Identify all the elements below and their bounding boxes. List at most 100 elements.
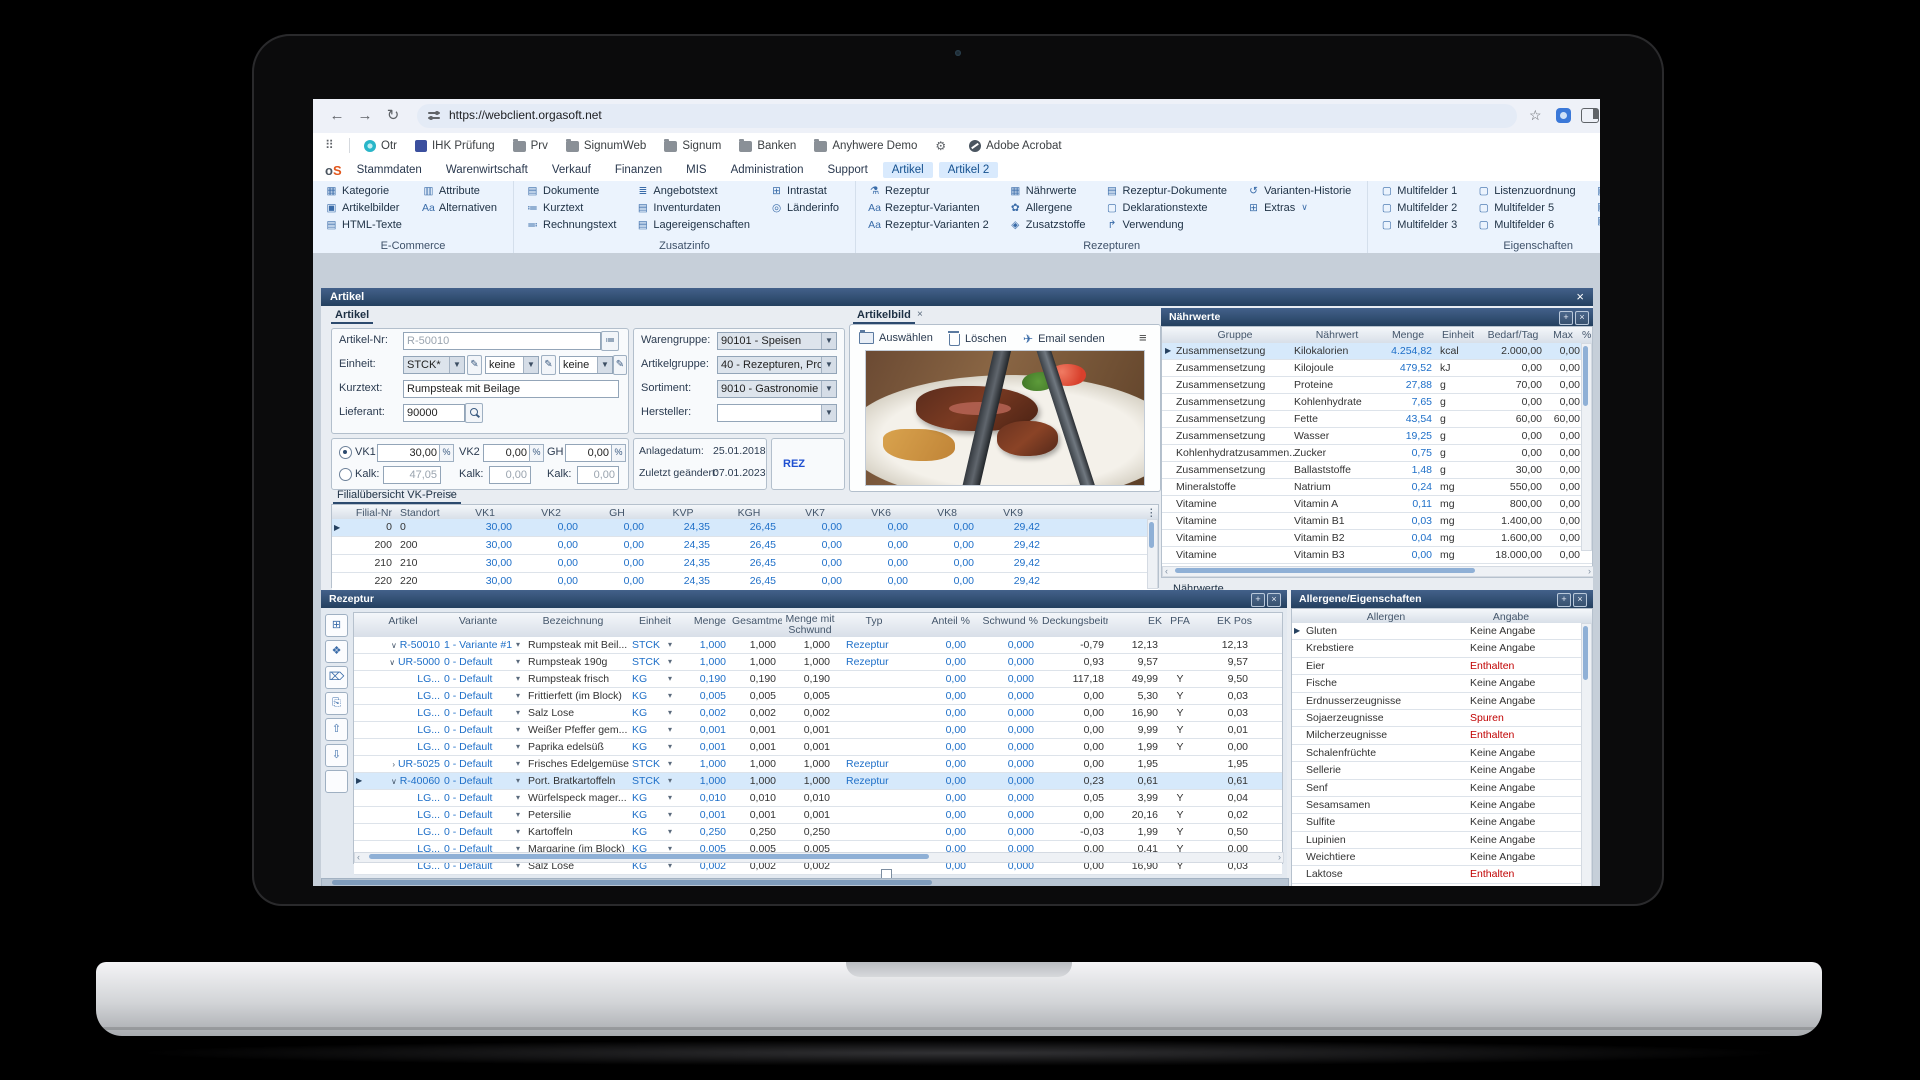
col-vk7[interactable]: VK7 xyxy=(805,507,825,519)
tab-artikelbild[interactable]: Artikelbild xyxy=(853,308,915,324)
chevron-down-icon[interactable]: ▾ xyxy=(516,657,521,666)
chevron-down-icon[interactable]: ▾ xyxy=(668,793,673,802)
rezeptur-tool-button[interactable]: ❖ xyxy=(325,640,348,663)
menu-item[interactable]: MIS xyxy=(686,164,707,176)
artikel-nr-field[interactable]: R-50010 xyxy=(403,332,601,350)
ribbon-item[interactable]: ✿ Allergene xyxy=(1009,202,1092,219)
rezeptur-tool-button[interactable]: ⇩ xyxy=(325,744,348,767)
ribbon-item[interactable]: ▢ Multifelder 6 xyxy=(1477,219,1581,236)
kalk2-field[interactable]: 0,00 xyxy=(489,466,531,484)
kalk3-field[interactable]: 0,00 xyxy=(577,466,619,484)
ribbon-item[interactable]: ◈ Zusatzstoffe xyxy=(1009,219,1092,236)
hamburger-icon[interactable]: ≡ xyxy=(1139,330,1147,345)
allergene-row[interactable]: Erdnusserzeugnisse Keine Angabe xyxy=(1292,692,1592,710)
einheit3-select[interactable]: keine ▼ xyxy=(559,356,613,374)
chevron-down-icon[interactable]: ▾ xyxy=(516,844,521,853)
chevron-down-icon[interactable]: ▾ xyxy=(668,657,673,666)
rezeptur-row[interactable]: ∨ UR-5000 0 - Default ▾ Rumpsteak 190g S… xyxy=(354,654,1282,671)
allergene-row[interactable]: Kakao Keine Angabe xyxy=(1292,883,1592,886)
chevron-down-icon[interactable]: ▾ xyxy=(668,674,673,683)
ribbon-item[interactable]: ▥ Attribute xyxy=(422,185,503,202)
rezeptur-row[interactable]: LG... 0 - Default ▾ Rumpsteak frisch KG … xyxy=(354,671,1282,688)
kalk-radio[interactable] xyxy=(339,468,352,481)
col-kvp[interactable]: KVP xyxy=(672,507,694,519)
ribbon-item[interactable]: ▢ Multifelder 2 xyxy=(1380,202,1463,219)
forward-icon[interactable]: → xyxy=(357,107,373,124)
rezeptur-hscrollbar[interactable]: ‹ › xyxy=(354,852,1284,863)
rezeptur-row[interactable]: LG... 0 - Default ▾ Frittierfett (im Blo… xyxy=(354,688,1282,705)
allergene-row[interactable]: Sojaerzeugnisse Spuren xyxy=(1292,709,1592,728)
expand-icon[interactable]: ∨ xyxy=(390,777,397,786)
tune-icon[interactable] xyxy=(428,111,440,121)
chevron-down-icon[interactable]: ▾ xyxy=(668,776,673,785)
naehrwerte-row[interactable]: Zusammensetzung Proteine 27,88 g 70,00 0… xyxy=(1162,377,1592,394)
ribbon-item[interactable]: Aa Alternativen xyxy=(422,202,503,219)
ribbon-item[interactable]: ▢ Multifelder 5 xyxy=(1477,202,1581,219)
naehrwerte-row[interactable]: Vitamine Vitamin B1 0,03 mg 1.400,00 0,0… xyxy=(1162,513,1592,530)
einheit2-edit-button[interactable]: ✎ xyxy=(541,355,556,375)
col-standort[interactable]: Standort xyxy=(400,507,440,519)
allergene-row[interactable]: Fische Keine Angabe xyxy=(1292,675,1592,693)
chevron-down-icon[interactable]: ▾ xyxy=(516,708,521,717)
rezeptur-row[interactable]: › UR-5025 0 - Default ▾ Frisches Edelgem… xyxy=(354,756,1282,773)
chevron-down-icon[interactable]: ▾ xyxy=(516,793,521,802)
einheit3-edit-button[interactable]: ✎ xyxy=(613,355,627,375)
rezeptur-row[interactable]: LG... 0 - Default ▾ Salz Lose KG ▾ 0,002… xyxy=(354,705,1282,722)
reload-icon[interactable]: ↻ xyxy=(386,107,400,124)
chevron-down-icon[interactable]: ▾ xyxy=(516,810,521,819)
rezeptur-tool-button[interactable]: ⎘ xyxy=(325,692,348,715)
back-icon[interactable]: ← xyxy=(329,107,345,124)
chevron-down-icon[interactable]: ▾ xyxy=(668,759,673,768)
chevron-down-icon[interactable]: ▾ xyxy=(516,861,521,870)
grid-menu-icon[interactable]: ⋮ xyxy=(1146,507,1154,519)
ribbon-item[interactable]: ↺ Varianten-Historie xyxy=(1247,185,1357,202)
col-naehrwert[interactable]: Nährwert xyxy=(1315,329,1359,341)
naehrwerte-row[interactable]: Kohlenhydratzusammen... Zucker 0,75 g 0,… xyxy=(1162,445,1592,462)
dock-icon[interactable]: + xyxy=(1557,593,1571,607)
col-ek-pos[interactable]: EK Pos xyxy=(1216,615,1252,627)
rezeptur-row[interactable]: LG... 0 - Default ▾ Würfelspeck mager...… xyxy=(354,790,1282,807)
bookmark-item[interactable]: Adobe Acrobat xyxy=(960,133,1070,159)
einheit2-select[interactable]: keine ▼ xyxy=(485,356,539,374)
vk2-field[interactable]: 0,00 xyxy=(483,444,531,462)
chevron-down-icon[interactable]: ▾ xyxy=(668,844,673,853)
col-pfa[interactable]: PFA xyxy=(1170,615,1190,627)
chevron-down-icon[interactable]: ▼ xyxy=(821,333,836,349)
gh-field[interactable]: 0,00 xyxy=(565,444,613,462)
naehrwerte-row[interactable]: Vitamine Vitamin B3 0,00 mg 18.000,00 0,… xyxy=(1162,547,1592,564)
allergene-row[interactable]: ▶ Gluten Keine Angabe xyxy=(1292,623,1592,641)
rezeptur-tool-button[interactable]: ⇧ xyxy=(325,718,348,741)
col-menge[interactable]: Menge xyxy=(693,615,726,627)
close-icon[interactable]: × xyxy=(1573,593,1587,607)
menu-item[interactable]: Warenwirtschaft xyxy=(445,164,528,176)
bookmark-item[interactable]: Anyhwere Demo xyxy=(805,133,926,159)
bookmark-item[interactable]: SignumWeb xyxy=(557,133,655,159)
col-filial-nr[interactable]: Filial-Nr xyxy=(355,507,392,519)
col-einheit[interactable]: Einheit xyxy=(1441,329,1475,341)
ribbon-item[interactable]: ▣Weinattribute xyxy=(1596,201,1600,217)
chevron-down-icon[interactable]: ▾ xyxy=(516,742,521,751)
expand-icon[interactable]: › xyxy=(392,760,396,769)
ribbon-item[interactable]: ▣Donuts-Attribute xyxy=(1596,185,1600,201)
ribbon-item[interactable]: ▤ Rezeptur-Dokumente xyxy=(1106,185,1234,202)
bookmark-item[interactable]: Signum xyxy=(655,133,730,159)
filial-row[interactable]: 200 200 30,00 0,00 0,00 24,35 26,45 0,00… xyxy=(332,537,1158,555)
kurztext-field[interactable]: Rumpsteak mit Beilage xyxy=(403,380,619,398)
naehrwerte-hscrollbar[interactable]: ‹ › xyxy=(1162,566,1593,577)
einheit-select[interactable]: STCK* ▼ xyxy=(403,356,465,374)
chevron-down-icon[interactable]: ▾ xyxy=(668,691,673,700)
vk1-percent-button[interactable]: % xyxy=(439,444,454,462)
rezeptur-tool-button[interactable] xyxy=(325,770,348,793)
col-schwund[interactable]: Schwund % xyxy=(982,615,1038,627)
naehrwerte-vscrollbar[interactable] xyxy=(1581,343,1592,551)
col-vk8[interactable]: VK8 xyxy=(937,507,957,519)
ribbon-item[interactable]: ▣Töpfe/Pfannen Attribute xyxy=(1596,216,1600,238)
col-bedarf[interactable]: Bedarf/Tag xyxy=(1487,329,1539,341)
ribbon-item[interactable]: ▣ Artikelbilder xyxy=(325,202,408,219)
rezeptur-tool-button[interactable]: ⊞ xyxy=(325,614,348,637)
close-icon[interactable]: × xyxy=(449,489,455,500)
menu-item[interactable]: Verkauf xyxy=(551,164,591,176)
allergene-row[interactable]: Sulfite Keine Angabe xyxy=(1292,814,1592,832)
allergene-row[interactable]: Lupinien Keine Angabe xyxy=(1292,831,1592,850)
col-angabe[interactable]: Angabe xyxy=(1492,611,1530,623)
